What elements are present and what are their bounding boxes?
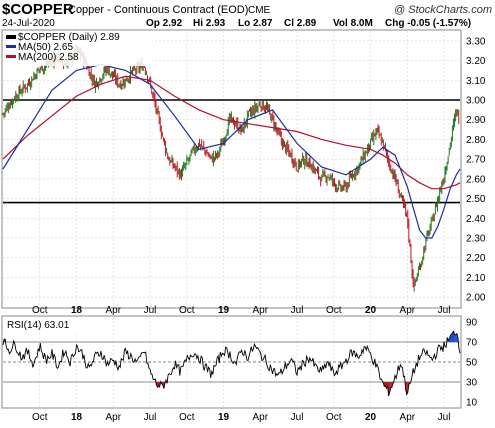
price-panel-frame (1, 29, 462, 309)
legend-ma50-label: MA(50) 2.65 (18, 42, 73, 53)
quote-open: Op 2.92 (146, 18, 183, 29)
price-y-tick-label: 3.00 (466, 96, 486, 107)
rsi-x-tick-label: Apr (253, 412, 269, 423)
price-x-tick-label: 18 (71, 305, 83, 316)
rsi-y-tick-label: 90 (466, 318, 478, 329)
price-y-tick-label: 2.20 (466, 253, 486, 264)
price-y-tick-label: 2.90 (466, 115, 486, 126)
price-y-axis: 3.30 3.20 3.10 3.00 2.90 2.80 2.70 2.60 2.50 2.40… (466, 36, 486, 303)
rsi-x-tick-label: Jul (144, 412, 157, 423)
price-horizontal-lines (3, 99, 460, 204)
rsi-panel-frame (1, 315, 462, 409)
price-x-tick-label: Oct (326, 305, 342, 316)
rsi-y-tick-label: 10 (466, 398, 478, 409)
quote-volume: Vol 8.0M (333, 18, 373, 29)
price-x-tick-label: Jul (144, 305, 157, 316)
price-y-tick-label: 3.20 (466, 56, 486, 67)
legend-price-swatch (6, 35, 16, 39)
price-y-tick-label: 2.80 (466, 135, 486, 146)
rsi-x-tick-label: 20 (365, 412, 377, 423)
rsi-x-tick-label: 18 (71, 412, 83, 423)
price-y-tick-label: 2.00 (466, 293, 486, 304)
rsi-y-tick-label: 50 (466, 358, 478, 369)
legend-price-label: $COPPER (Daily) 2.89 (18, 32, 120, 43)
rsi-grid (3, 317, 460, 407)
quote-close: Cl 2.89 (284, 18, 317, 29)
legend-price: $COPPER (Daily) 2.89 (6, 32, 120, 43)
price-x-tick-label: Jul (438, 305, 451, 316)
ma50-line (2, 63, 461, 239)
quote-high: Hi 2.93 (193, 18, 226, 29)
price-legend-box (4, 32, 154, 66)
chart-exchange: CME (248, 5, 271, 16)
rsi-line (2, 330, 461, 397)
legend-ma50-swatch (6, 45, 16, 48)
rsi-y-tick-label: 70 (466, 338, 478, 349)
legend-ma200-swatch (6, 55, 16, 58)
chart-symbol: $COPPER (2, 1, 74, 18)
legend-ma50: MA(50) 2.65 (6, 42, 73, 53)
price-bars (2, 44, 460, 292)
rsi-y-tick-label: 30 (466, 378, 478, 389)
rsi-x-tick-label: 19 (218, 412, 230, 423)
price-y-tick-label: 3.30 (466, 36, 486, 47)
rsi-x-tick-label: Jul (291, 412, 304, 423)
rsi-x-tick-label: Oct (179, 412, 195, 423)
price-x-tick-label: Apr (105, 305, 121, 316)
price-x-tick-label: Apr (253, 305, 269, 316)
price-y-tick-label: 3.10 (466, 76, 486, 87)
chart-date: 24-Jul-2020 (2, 18, 55, 29)
rsi-x-tick-label: Oct (32, 412, 48, 423)
price-y-tick-label: 2.40 (466, 214, 486, 225)
chart-description: Copper - Continuous Contract (EOD) (68, 4, 248, 16)
price-x-tick-label: Oct (179, 305, 195, 316)
ma200-line (2, 75, 461, 190)
rsi-x-tick-label: Jul (438, 412, 451, 423)
price-x-tick-label: Oct (32, 305, 48, 316)
price-y-tick-label: 2.70 (466, 155, 486, 166)
price-x-tick-label: Apr (400, 305, 416, 316)
price-y-tick-label: 2.10 (466, 273, 486, 284)
price-x-tick-label: Jul (291, 305, 304, 316)
rsi-x-tick-label: Oct (326, 412, 342, 423)
price-x-axis: Oct 18 Apr Jul Oct 19 Apr Jul Oct 20 Apr Jul (32, 305, 450, 316)
rsi-x-tick-label: Apr (400, 412, 416, 423)
price-y-tick-label: 2.60 (466, 174, 486, 185)
quote-low: Lo 2.87 (238, 18, 273, 29)
stockcharts-watermark: @ StockCharts.com (394, 4, 492, 16)
price-y-tick-label: 2.30 (466, 234, 486, 245)
price-y-tick-label: 2.50 (466, 194, 486, 205)
rsi-x-tick-label: Apr (105, 412, 121, 423)
legend-ma200: MA(200) 2.58 (6, 52, 79, 63)
quote-change: Chg -0.05 (-1.57%) (385, 18, 471, 29)
legend-ma200-label: MA(200) 2.58 (18, 52, 79, 63)
rsi-legend-label: RSI(14) 63.01 (7, 320, 70, 331)
rsi-x-axis: Oct 18 Apr Jul Oct 19 Apr Jul Oct 20 Apr Jul (32, 412, 450, 423)
rsi-y-axis: 90 70 50 30 10 (466, 318, 478, 409)
rsi-legend-box (4, 318, 92, 331)
price-x-tick-label: 20 (365, 305, 377, 316)
price-x-tick-label: 19 (218, 305, 230, 316)
